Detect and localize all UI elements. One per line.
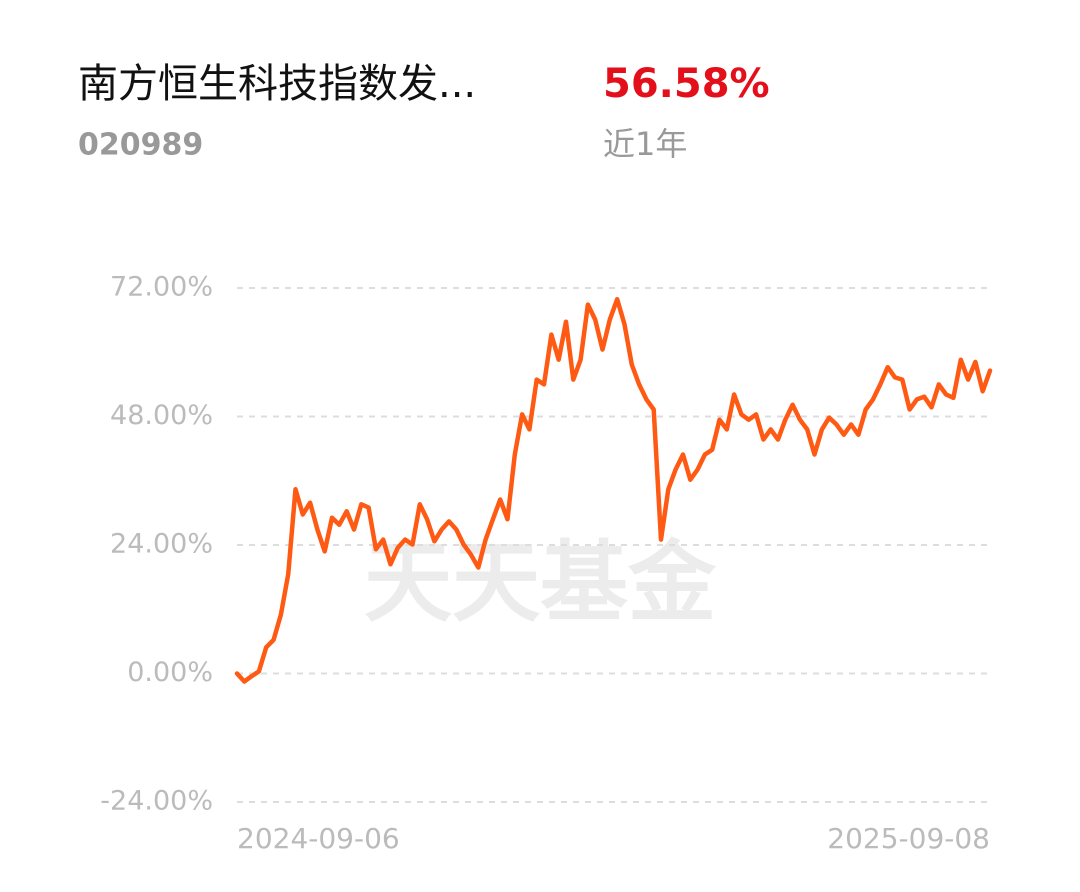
y-tick-label: 72.00% bbox=[110, 272, 213, 303]
watermark: 天天基金 bbox=[364, 530, 717, 634]
fund-name: 南方恒生科技指数发... bbox=[78, 61, 476, 107]
y-tick-label: -24.00% bbox=[100, 786, 213, 817]
price-line bbox=[234, 296, 993, 684]
y-tick-label: 48.00% bbox=[110, 400, 213, 431]
x-tick-label: 2025-09-08 bbox=[827, 822, 990, 855]
fund-code: 020989 bbox=[78, 128, 203, 163]
y-tick-label: 24.00% bbox=[110, 529, 213, 560]
period: 近1年 bbox=[603, 125, 687, 163]
x-tick-label: 2024-09-06 bbox=[237, 822, 400, 855]
y-tick-label: 0.00% bbox=[127, 657, 213, 688]
fund-return: 56.58% bbox=[603, 61, 770, 107]
